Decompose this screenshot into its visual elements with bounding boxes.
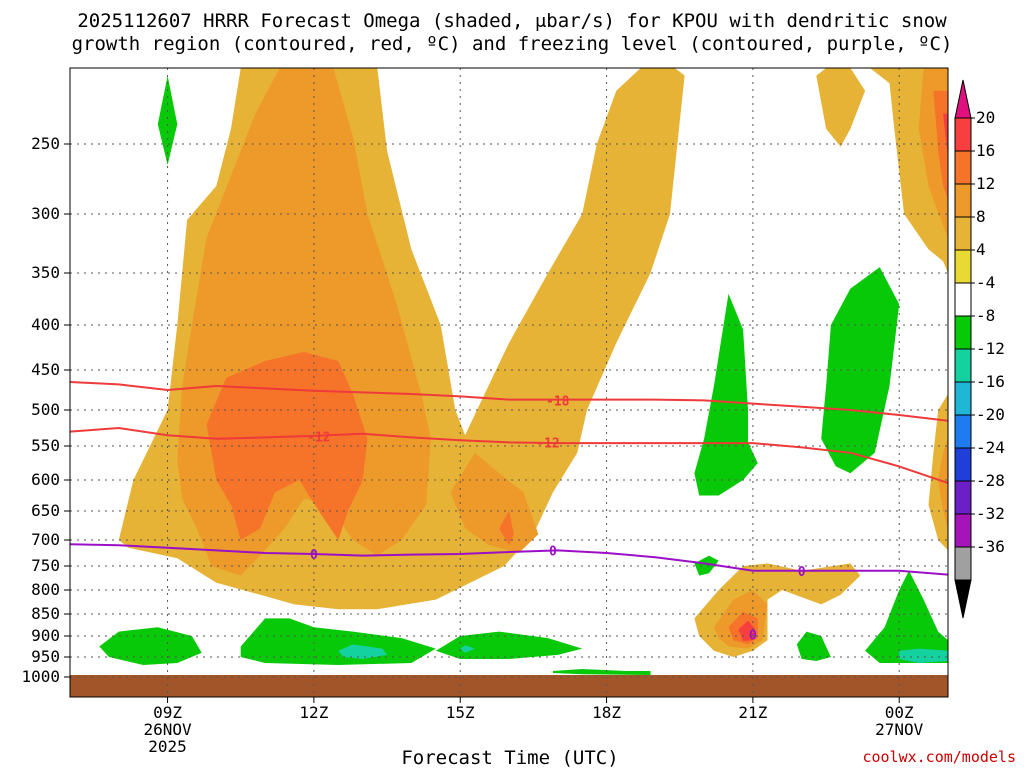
y-tick-label: 1000 [21, 667, 60, 686]
x-axis-title: Forecast Time (UTC) [401, 747, 619, 769]
omega-sink-center-right [694, 293, 758, 496]
colorbar-label: 4 [976, 240, 986, 259]
colorbar-label: 8 [976, 207, 986, 226]
colorbar-segment [954, 480, 972, 515]
isotherm-dendritic-lower [70, 426, 948, 485]
colorbar-segment [954, 513, 972, 548]
omega-sink-lower-right-b [865, 570, 948, 663]
colorbar-label: 12 [976, 174, 996, 193]
contour-label: 0 [310, 548, 318, 563]
colorbar-segment [954, 414, 972, 449]
omega-sink-lower-mid-b [435, 631, 583, 659]
y-tick-label: 800 [31, 580, 60, 599]
colorbar-segment [954, 348, 972, 383]
omega-rise-upper-right-16 [943, 113, 948, 158]
colorbar-label: -8 [976, 306, 996, 325]
x-tick-label: 12Z [299, 703, 329, 722]
contour-label: 0 [798, 565, 806, 580]
chart-title-line2: growth region (contoured, red, ºC) and f… [71, 33, 953, 55]
x-tick-year: 2025 [148, 737, 187, 756]
omega-rise-band-15z-12 [499, 511, 514, 546]
omega-sink-lower-right-a [796, 631, 831, 661]
y-tick-label: 300 [31, 204, 60, 223]
omega-sink-lower-mid-a [240, 618, 436, 665]
omega-rise-band-15z-8 [450, 452, 539, 553]
omega-rise-right-edge-8 [938, 438, 948, 529]
omega-sink-upper-left [157, 75, 178, 165]
y-tick-label: 550 [31, 436, 60, 455]
colorbar-segment [954, 183, 972, 218]
colorbar-segment [954, 117, 972, 152]
isotherm-dendritic-upper [70, 381, 948, 422]
omega-sink-small-2030 [694, 555, 719, 576]
x-tick-date: 26NOV [143, 720, 192, 739]
y-tick-label: 900 [31, 626, 60, 645]
plot-frame [69, 67, 949, 698]
omega-sink-core-b [460, 645, 475, 653]
chart-title-line1: 2025112607 HRRR Forecast Omega (shaded, … [77, 10, 947, 32]
omega-sink-strip [552, 669, 651, 675]
omega-sink-right-mid [821, 267, 900, 474]
y-tick-label: 350 [31, 263, 60, 282]
x-tick-label: 15Z [445, 703, 475, 722]
isotherm-freezing-level [70, 543, 948, 576]
x-tick-label: 00Z [884, 703, 914, 722]
colorbar-label: -16 [976, 372, 1005, 391]
colorbar-label: -24 [976, 438, 1005, 457]
colorbar-label: -4 [976, 273, 996, 292]
y-tick-label: 450 [31, 360, 60, 379]
colorbar-segment [954, 546, 972, 581]
colorbar-label: -28 [976, 471, 1005, 490]
contour-label: 0 [749, 629, 757, 644]
colorbar-label: 20 [976, 108, 996, 127]
colorbar-label: 16 [976, 141, 996, 160]
omega-rise-right-edge-4 [928, 394, 948, 551]
colorbar-top-triangle [954, 79, 972, 119]
colorbar-segment [954, 381, 972, 416]
y-tick-label: 950 [31, 647, 60, 666]
y-tick-label: 250 [31, 134, 60, 153]
colorbar-bottom-triangle [954, 579, 972, 619]
colorbar-label: -32 [976, 504, 1005, 523]
y-tick-label: 600 [31, 470, 60, 489]
contour-label: -18 [546, 394, 570, 409]
colorbar-segment [954, 216, 972, 251]
omega-sink-core-a [338, 644, 388, 659]
ground-strip [70, 675, 948, 697]
colorbar-label: -12 [976, 339, 1005, 358]
y-tick-label: 750 [31, 556, 60, 575]
x-tick-date: 27NOV [875, 720, 924, 739]
colorbar-label: -20 [976, 405, 1005, 424]
y-tick-label: 650 [31, 501, 60, 520]
credit-link[interactable]: coolwx.com/models [862, 748, 1016, 766]
y-tick-label: 400 [31, 315, 60, 334]
contour-label: 0 [549, 544, 557, 559]
colorbar-segment [954, 315, 972, 350]
x-tick-label: 18Z [592, 703, 621, 722]
contour-label: -12 [307, 431, 330, 446]
y-tick-label: 700 [31, 530, 60, 549]
y-tick-label: 850 [31, 604, 60, 623]
omega-sink-lower-left [99, 627, 202, 665]
omega-sink-core-c [899, 648, 948, 663]
x-tick-label: 21Z [738, 703, 768, 722]
contour-label: -12 [536, 436, 559, 451]
colorbar-segment [954, 150, 972, 185]
y-tick-label: 500 [31, 400, 60, 419]
colorbar-segment [954, 282, 972, 317]
colorbar-segment [954, 249, 972, 284]
x-tick-label: 09Z [153, 703, 182, 722]
colorbar-label: -36 [976, 537, 1005, 556]
omega-rise-top-blob-4 [816, 68, 866, 147]
colorbar-segment [954, 447, 972, 482]
